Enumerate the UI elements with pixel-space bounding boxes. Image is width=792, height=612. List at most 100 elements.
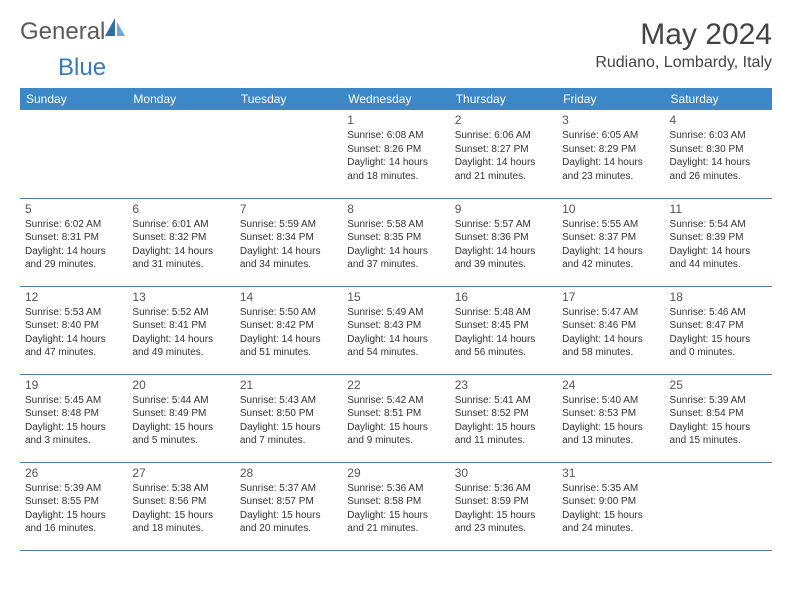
calendar-cell: 13 Sunrise: 5:52 AMSunset: 8:41 PMDayligh…	[127, 286, 234, 374]
day-number: 31	[562, 466, 659, 480]
day-details: Sunrise: 5:39 AMSunset: 8:54 PMDaylight:…	[670, 394, 767, 448]
day-details: Sunrise: 6:03 AMSunset: 8:30 PMDaylight:…	[670, 129, 767, 183]
day-header: Wednesday	[342, 88, 449, 110]
day-details: Sunrise: 5:36 AMSunset: 8:58 PMDaylight:…	[347, 482, 444, 536]
day-details: Sunrise: 5:42 AMSunset: 8:51 PMDaylight:…	[347, 394, 444, 448]
day-number: 28	[240, 466, 337, 480]
day-details: Sunrise: 5:38 AMSunset: 8:56 PMDaylight:…	[132, 482, 229, 536]
calendar-cell: 12 Sunrise: 5:53 AMSunset: 8:40 PMDayligh…	[20, 286, 127, 374]
day-header: Thursday	[450, 88, 557, 110]
day-details: Sunrise: 5:53 AMSunset: 8:40 PMDaylight:…	[25, 306, 122, 360]
calendar-cell-empty	[235, 110, 342, 198]
day-number: 9	[455, 202, 552, 216]
calendar-row: 5 Sunrise: 6:02 AMSunset: 8:31 PMDaylight…	[20, 198, 772, 286]
calendar-cell: 30 Sunrise: 5:36 AMSunset: 8:59 PMDayligh…	[450, 462, 557, 550]
day-details: Sunrise: 5:52 AMSunset: 8:41 PMDaylight:…	[132, 306, 229, 360]
calendar-cell: 25Sunrise: 5:39 AMSunset: 8:54 PMDayligh…	[665, 374, 772, 462]
day-details: Sunrise: 5:49 AMSunset: 8:43 PMDaylight:…	[347, 306, 444, 360]
day-header: Tuesday	[235, 88, 342, 110]
day-details: Sunrise: 5:43 AMSunset: 8:50 PMDaylight:…	[240, 394, 337, 448]
day-details: Sunrise: 5:35 AMSunset: 9:00 PMDaylight:…	[562, 482, 659, 536]
day-number: 11	[670, 202, 767, 216]
calendar-cell: 7 Sunrise: 5:59 AMSunset: 8:34 PMDaylight…	[235, 198, 342, 286]
day-number: 23	[455, 378, 552, 392]
calendar-cell: 2 Sunrise: 6:06 AMSunset: 8:27 PMDaylight…	[450, 110, 557, 198]
calendar-cell-empty	[665, 462, 772, 550]
calendar-cell: 17Sunrise: 5:47 AMSunset: 8:46 PMDayligh…	[557, 286, 664, 374]
day-number: 4	[670, 113, 767, 127]
day-details: Sunrise: 6:01 AMSunset: 8:32 PMDaylight:…	[132, 218, 229, 272]
day-header: Monday	[127, 88, 234, 110]
day-number: 19	[25, 378, 122, 392]
calendar-cell: 15 Sunrise: 5:49 AMSunset: 8:43 PMDayligh…	[342, 286, 449, 374]
day-number: 2	[455, 113, 552, 127]
day-details: Sunrise: 5:40 AMSunset: 8:53 PMDaylight:…	[562, 394, 659, 448]
calendar-cell: 14Sunrise: 5:50 AMSunset: 8:42 PMDayligh…	[235, 286, 342, 374]
day-details: Sunrise: 6:08 AMSunset: 8:26 PMDaylight:…	[347, 129, 444, 183]
calendar-cell: 28 Sunrise: 5:37 AMSunset: 8:57 PMDayligh…	[235, 462, 342, 550]
calendar-cell: 6 Sunrise: 6:01 AMSunset: 8:32 PMDaylight…	[127, 198, 234, 286]
day-details: Sunrise: 6:06 AMSunset: 8:27 PMDaylight:…	[455, 129, 552, 183]
day-details: Sunrise: 5:58 AMSunset: 8:35 PMDaylight:…	[347, 218, 444, 272]
calendar-row: 12 Sunrise: 5:53 AMSunset: 8:40 PMDayligh…	[20, 286, 772, 374]
calendar-cell: 11 Sunrise: 5:54 AMSunset: 8:39 PMDayligh…	[665, 198, 772, 286]
day-number: 18	[670, 290, 767, 304]
day-details: Sunrise: 5:50 AMSunset: 8:42 PMDaylight:…	[240, 306, 337, 360]
calendar-row: 26 Sunrise: 5:39 AMSunset: 8:55 PMDayligh…	[20, 462, 772, 550]
day-number: 5	[25, 202, 122, 216]
day-details: Sunrise: 5:39 AMSunset: 8:55 PMDaylight:…	[25, 482, 122, 536]
calendar-cell: 3 Sunrise: 6:05 AMSunset: 8:29 PMDaylight…	[557, 110, 664, 198]
calendar-cell-empty	[127, 110, 234, 198]
calendar-cell: 4 Sunrise: 6:03 AMSunset: 8:30 PMDaylight…	[665, 110, 772, 198]
day-number: 26	[25, 466, 122, 480]
day-details: Sunrise: 6:02 AMSunset: 8:31 PMDaylight:…	[25, 218, 122, 272]
day-number: 24	[562, 378, 659, 392]
calendar-row: 19Sunrise: 5:45 AMSunset: 8:48 PMDayligh…	[20, 374, 772, 462]
day-details: Sunrise: 5:59 AMSunset: 8:34 PMDaylight:…	[240, 218, 337, 272]
calendar-cell: 10Sunrise: 5:55 AMSunset: 8:37 PMDayligh…	[557, 198, 664, 286]
day-header: Saturday	[665, 88, 772, 110]
day-number: 20	[132, 378, 229, 392]
calendar-table: SundayMondayTuesdayWednesdayThursdayFrid…	[20, 88, 772, 551]
sail-icon	[105, 18, 127, 43]
day-number: 6	[132, 202, 229, 216]
day-details: Sunrise: 5:36 AMSunset: 8:59 PMDaylight:…	[455, 482, 552, 536]
day-number: 10	[562, 202, 659, 216]
calendar-cell: 16Sunrise: 5:48 AMSunset: 8:45 PMDayligh…	[450, 286, 557, 374]
day-number: 15	[347, 290, 444, 304]
calendar-cell: 18 Sunrise: 5:46 AMSunset: 8:47 PMDayligh…	[665, 286, 772, 374]
calendar-header-row: SundayMondayTuesdayWednesdayThursdayFrid…	[20, 88, 772, 110]
calendar-cell: 22Sunrise: 5:42 AMSunset: 8:51 PMDayligh…	[342, 374, 449, 462]
calendar-cell: 26 Sunrise: 5:39 AMSunset: 8:55 PMDayligh…	[20, 462, 127, 550]
calendar-body: 1 Sunrise: 6:08 AMSunset: 8:26 PMDaylight…	[20, 110, 772, 550]
calendar-cell: 9Sunrise: 5:57 AMSunset: 8:36 PMDaylight…	[450, 198, 557, 286]
calendar-cell: 1 Sunrise: 6:08 AMSunset: 8:26 PMDaylight…	[342, 110, 449, 198]
calendar-cell: 29 Sunrise: 5:36 AMSunset: 8:58 PMDayligh…	[342, 462, 449, 550]
brand-name-part1: General	[20, 18, 105, 46]
day-number: 29	[347, 466, 444, 480]
calendar-cell: 23Sunrise: 5:41 AMSunset: 8:52 PMDayligh…	[450, 374, 557, 462]
day-header: Sunday	[20, 88, 127, 110]
day-number: 12	[25, 290, 122, 304]
calendar-cell: 27 Sunrise: 5:38 AMSunset: 8:56 PMDayligh…	[127, 462, 234, 550]
day-number: 30	[455, 466, 552, 480]
day-number: 1	[347, 113, 444, 127]
calendar-cell: 21 Sunrise: 5:43 AMSunset: 8:50 PMDayligh…	[235, 374, 342, 462]
month-title: May 2024	[595, 18, 772, 52]
day-number: 21	[240, 378, 337, 392]
day-details: Sunrise: 5:46 AMSunset: 8:47 PMDaylight:…	[670, 306, 767, 360]
day-number: 17	[562, 290, 659, 304]
calendar-cell-empty	[20, 110, 127, 198]
title-block: May 2024 Rudiano, Lombardy, Italy	[595, 18, 772, 72]
day-number: 7	[240, 202, 337, 216]
day-number: 27	[132, 466, 229, 480]
day-number: 13	[132, 290, 229, 304]
day-details: Sunrise: 5:54 AMSunset: 8:39 PMDaylight:…	[670, 218, 767, 272]
day-number: 3	[562, 113, 659, 127]
day-details: Sunrise: 5:37 AMSunset: 8:57 PMDaylight:…	[240, 482, 337, 536]
day-details: Sunrise: 6:05 AMSunset: 8:29 PMDaylight:…	[562, 129, 659, 183]
brand-logo: General	[20, 18, 129, 46]
calendar-cell: 20Sunrise: 5:44 AMSunset: 8:49 PMDayligh…	[127, 374, 234, 462]
day-details: Sunrise: 5:48 AMSunset: 8:45 PMDaylight:…	[455, 306, 552, 360]
calendar-cell: 31 Sunrise: 5:35 AMSunset: 9:00 PMDayligh…	[557, 462, 664, 550]
